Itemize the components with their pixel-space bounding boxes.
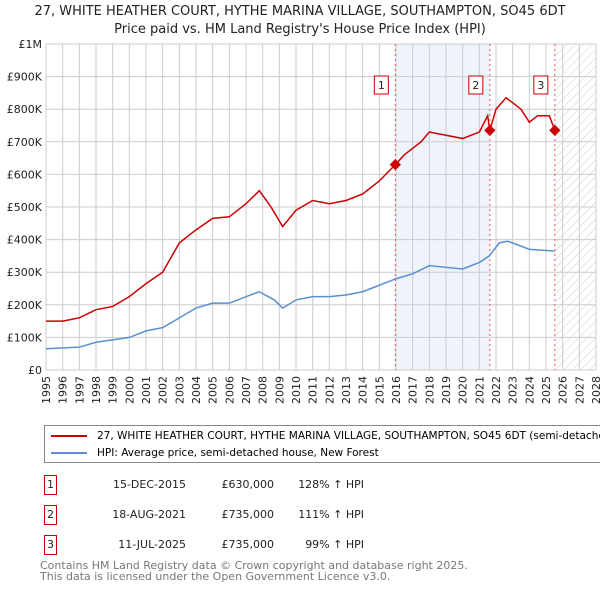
x-tick-label: 2016 [390,376,403,404]
footer: Contains HM Land Registry data © Crown c… [40,560,468,582]
y-tick-label: £300K [7,266,43,279]
price-line [46,96,556,322]
sale-label-box [373,75,389,95]
transaction-date: 11-JUL-2025 [118,538,186,551]
x-tick-label: 2026 [557,376,570,404]
x-tick-label: 2006 [223,376,236,404]
footer-line2: This data is licensed under the Open Gov… [40,570,391,583]
transaction-price: £735,000 [221,508,275,521]
y-tick-label: £500K [7,201,43,214]
x-tick-label: 1997 [73,376,86,404]
chart-subtitle: Price paid vs. HM Land Registry's House … [114,22,486,37]
x-tick-label: 2024 [523,376,536,404]
x-tick-label: 2014 [357,376,370,404]
x-tick-label: 2012 [323,376,336,404]
x-tick-label: 2025 [540,376,553,404]
y-tick-label: £900K [7,71,43,84]
y-tick-label: £200K [7,299,43,312]
x-tick-label: 2015 [373,376,386,404]
y-tick-label: £600K [7,168,43,181]
x-tick-label: 2011 [307,376,320,404]
transaction-hpi: 111% ↑ HPI [298,508,364,521]
x-tick-label: 2019 [440,376,453,404]
legend-red-line [51,435,87,437]
sale-label: 1 [378,79,385,92]
x-tick-label: 1998 [90,376,103,404]
sale-point [389,158,401,171]
y-tick-label: £400K [7,234,43,247]
transaction-price: £735,000 [221,538,275,551]
x-tick-label: 2021 [473,376,486,404]
y-tick-label: £1M [19,38,43,51]
footer-line1: Contains HM Land Registry data © Crown c… [40,559,468,572]
x-tick-label: 2028 [590,376,600,404]
transaction-hpi: 99% ↑ HPI [305,538,364,551]
transaction-hpi: 128% ↑ HPI [298,478,364,491]
sale-label-box [468,75,484,95]
x-tick-label: 2003 [173,376,186,404]
sale-label: 3 [537,79,544,92]
y-tick-label: £800K [7,103,43,116]
x-tick-label: 2002 [157,376,170,404]
legend-property: 27, WHITE HEATHER COURT, HYTHE MARINA VI… [97,430,600,442]
transaction-price: £630,000 [221,478,275,491]
x-tick-label: 2001 [140,376,153,404]
x-tick-label: 2004 [190,376,203,404]
transaction-date: 15-DEC-2015 [112,478,186,491]
chart-title: 27, WHITE HEATHER COURT, HYTHE MARINA VI… [34,4,566,19]
x-tick-label: 1999 [107,376,120,404]
x-tick-label: 2020 [457,376,470,404]
x-tick-label: 2008 [257,376,270,404]
x-tick-label: 2013 [340,376,353,404]
x-tick-label: 2027 [573,376,586,404]
x-tick-label: 2010 [290,376,303,404]
x-tick-label: 2022 [490,376,503,404]
price-chart: 1995 1996 1997 1998 1999 2000 2001 2002 2003 2004… [7,38,600,404]
y-tick-label: £100K [7,331,43,344]
x-tick-label: 2007 [240,376,253,404]
x-tick-label: 2023 [507,376,520,404]
transaction-number: 3 [44,535,57,555]
transaction-number: 2 [44,505,57,525]
transaction-number: 1 [44,475,57,495]
legend: 27, WHITE HEATHER COURT, HYTHE MARINA VI… [44,425,600,463]
transaction-date: 18-AUG-2021 [112,508,186,521]
y-tick-label: £700K [7,136,43,149]
hpi-line [45,240,555,350]
x-tick-label: 2018 [423,376,436,404]
y-tick-label: £0 [28,364,42,377]
legend-blue-line [51,452,87,454]
legend-hpi: HPI: Average price, semi-detached house,… [97,447,379,459]
x-tick-label: 1995 [40,376,53,404]
sale-label-box [533,75,549,95]
x-tick-label: 2000 [123,376,136,404]
x-tick-label: 2009 [273,376,286,404]
sale-label: 2 [472,79,479,92]
x-tick-label: 2005 [207,376,220,404]
x-tick-label: 2017 [407,376,420,404]
x-tick-label: 1996 [57,376,70,404]
